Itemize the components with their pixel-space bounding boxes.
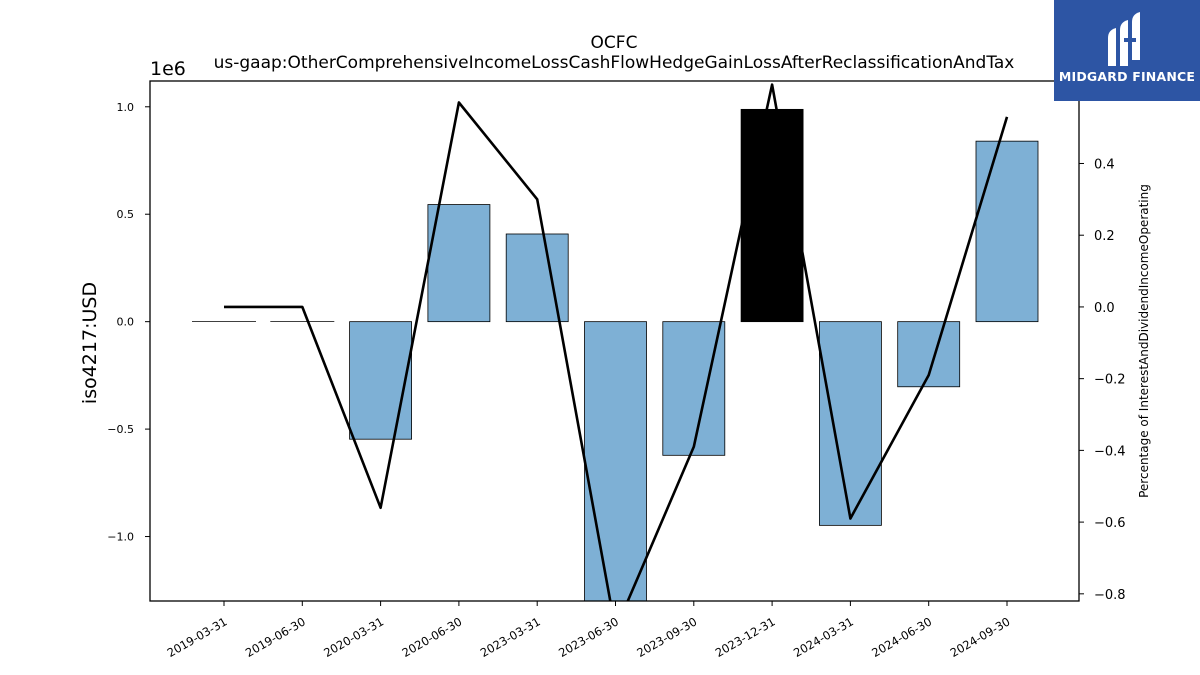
y2-tick-label: 0.4 bbox=[1094, 157, 1115, 172]
bar bbox=[740, 108, 804, 323]
bar bbox=[584, 321, 647, 602]
bar bbox=[819, 321, 882, 526]
x-tick-label: 2023-06-30 bbox=[556, 614, 621, 660]
x-tick-label: 2019-06-30 bbox=[243, 614, 308, 660]
x-tick-label: 2023-12-31 bbox=[713, 614, 778, 660]
y-tick-label: −0.5 bbox=[107, 423, 134, 436]
y-tick-label: 1.0 bbox=[117, 101, 135, 114]
y-tick-label: 0.5 bbox=[117, 208, 135, 221]
chart-subtitle: us-gaap:OtherComprehensiveIncomeLossCash… bbox=[214, 53, 1015, 73]
x-tick-label: 2023-09-30 bbox=[634, 614, 699, 660]
x-tick-label: 2020-03-31 bbox=[321, 614, 386, 660]
midgard-finance-logo: MIDGARD FINANCE bbox=[1054, 0, 1200, 101]
x-tick-label: 2024-03-31 bbox=[791, 614, 856, 660]
y2-tick-label: −0.8 bbox=[1094, 588, 1126, 603]
y-offset-label: 1e6 bbox=[150, 58, 186, 80]
bar bbox=[975, 140, 1039, 323]
plot-frame bbox=[149, 80, 1080, 602]
y-axis-label: iso4217:USD bbox=[79, 282, 101, 404]
y2-tick-label: 0.2 bbox=[1094, 229, 1115, 244]
x-tick-label: 2019-03-31 bbox=[165, 614, 230, 660]
bar bbox=[349, 321, 413, 440]
chart-title: OCFC bbox=[591, 33, 638, 53]
x-tick-label: 2023-03-31 bbox=[478, 614, 543, 660]
bar bbox=[427, 204, 491, 323]
y2-tick-label: 0.0 bbox=[1094, 301, 1115, 316]
y2-tick-label: −0.2 bbox=[1094, 373, 1126, 388]
y-tick-label: 0.0 bbox=[117, 316, 135, 329]
y2-tick-label: −0.4 bbox=[1094, 444, 1126, 459]
series-line bbox=[224, 83, 1009, 601]
y-tick-label: −1.0 bbox=[107, 531, 134, 544]
midgard-logo-icon bbox=[1108, 12, 1140, 66]
x-tick-label: 2024-06-30 bbox=[869, 614, 934, 660]
bars-layer bbox=[192, 108, 1039, 602]
logo-text: MIDGARD FINANCE bbox=[1058, 69, 1196, 84]
bar bbox=[662, 321, 726, 456]
y2-tick-label: −0.6 bbox=[1094, 516, 1126, 531]
x-tick-label: 2024-09-30 bbox=[948, 614, 1013, 660]
y2-axis-label: Percentage of InterestAndDividendIncomeO… bbox=[1137, 184, 1151, 498]
bar bbox=[505, 233, 569, 323]
x-tick-label: 2020-06-30 bbox=[400, 614, 465, 660]
line-layer bbox=[224, 83, 1009, 601]
